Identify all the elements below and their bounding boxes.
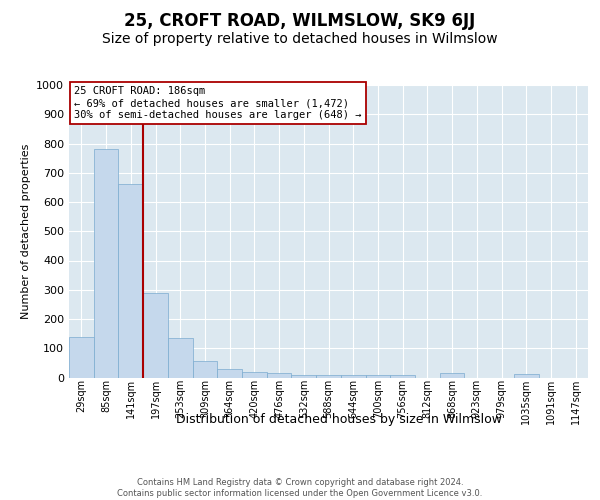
Bar [292, 375, 316, 378]
Bar [267, 373, 292, 378]
Bar [514, 374, 539, 378]
Bar [168, 338, 193, 378]
Bar [69, 336, 94, 378]
Text: Size of property relative to detached houses in Wilmslow: Size of property relative to detached ho… [102, 32, 498, 46]
Bar [341, 374, 365, 378]
Text: 25, CROFT ROAD, WILMSLOW, SK9 6JJ: 25, CROFT ROAD, WILMSLOW, SK9 6JJ [124, 12, 476, 30]
Bar [365, 374, 390, 378]
Bar [242, 372, 267, 378]
Bar [118, 184, 143, 378]
Bar [440, 373, 464, 378]
Bar [193, 362, 217, 378]
Text: Distribution of detached houses by size in Wilmslow: Distribution of detached houses by size … [176, 412, 502, 426]
Bar [390, 375, 415, 378]
Text: 25 CROFT ROAD: 186sqm
← 69% of detached houses are smaller (1,472)
30% of semi-d: 25 CROFT ROAD: 186sqm ← 69% of detached … [74, 86, 362, 120]
Bar [143, 292, 168, 378]
Text: Contains HM Land Registry data © Crown copyright and database right 2024.
Contai: Contains HM Land Registry data © Crown c… [118, 478, 482, 498]
Bar [316, 374, 341, 378]
Y-axis label: Number of detached properties: Number of detached properties [20, 144, 31, 319]
Bar [94, 150, 118, 378]
Bar [217, 368, 242, 378]
